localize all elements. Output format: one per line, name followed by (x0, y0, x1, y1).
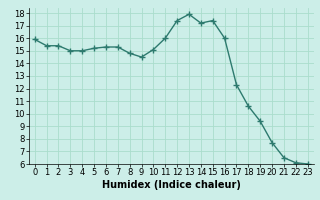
X-axis label: Humidex (Indice chaleur): Humidex (Indice chaleur) (102, 180, 241, 190)
